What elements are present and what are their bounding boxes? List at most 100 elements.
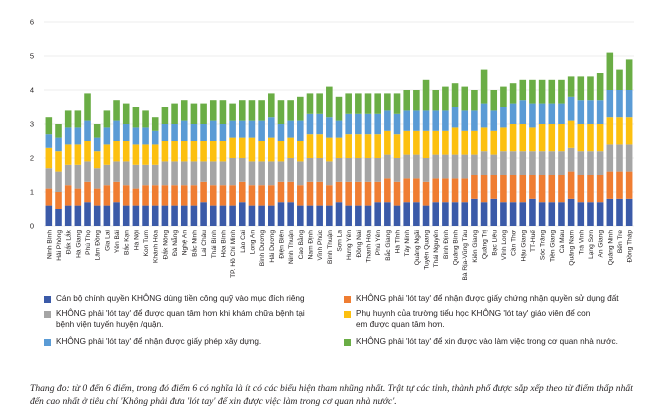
bar-segment-4	[625, 117, 633, 145]
bar-segment-3	[297, 161, 304, 186]
bar-segment-4	[480, 127, 488, 152]
bar-segment-1	[113, 202, 120, 226]
x-tick-label: Thái Bình	[211, 230, 218, 259]
bar-segment-3	[84, 161, 91, 182]
bar-segment-4	[45, 147, 53, 169]
legend-item-4: Phụ huynh của trường tiểu học KHÔNG 'lót…	[344, 309, 594, 330]
bar-segment-1	[577, 202, 585, 226]
bar-segment-1	[374, 202, 381, 226]
bar-segment-2	[268, 185, 275, 206]
bar-segment-4	[161, 141, 169, 162]
bar-segment-4	[451, 127, 459, 155]
x-tick-label: Điện Biên	[278, 230, 285, 259]
bar-segment-3	[432, 154, 440, 179]
bar-segment-2	[132, 188, 140, 206]
bar-segment-3	[374, 158, 381, 182]
bar-segment-6	[326, 86, 333, 118]
bar-segment-1	[519, 202, 527, 226]
bar-segment-3	[519, 151, 527, 175]
x-tick-label: Hải Phòng	[56, 230, 63, 261]
bar-segment-1	[471, 198, 478, 226]
x-tick-label: Hà Tĩnh	[395, 230, 402, 254]
bar-segment-6	[277, 100, 285, 124]
bar-segment-4	[258, 141, 265, 162]
bar-segment-3	[248, 161, 256, 186]
bar-segment-4	[519, 124, 527, 152]
bar-segment-5	[335, 120, 343, 138]
bar-segment-4	[122, 141, 130, 162]
bar-segment-2	[316, 181, 323, 206]
bar-segment-5	[384, 110, 391, 131]
bar-segment-3	[335, 158, 343, 182]
legend-item-1: Cán bộ chính quyền KHÔNG dùng tiền công …	[44, 294, 334, 305]
y-tick-label: 5	[30, 52, 34, 61]
bar-segment-5	[538, 103, 546, 124]
bar-segment-6	[587, 76, 594, 101]
bar-segment-5	[345, 113, 352, 135]
bar-segment-4	[190, 141, 198, 162]
bar-segment-3	[171, 161, 178, 186]
bar-segment-6	[577, 76, 585, 101]
bar-segment-1	[200, 202, 207, 226]
x-tick-label: Hà Nội	[133, 229, 140, 250]
bar-segment-3	[480, 151, 488, 175]
bar-segment-2	[209, 185, 217, 206]
bar-segment-3	[364, 158, 372, 182]
bar-segment-3	[529, 151, 536, 175]
bar-segment-2	[500, 175, 507, 203]
bar-segment-4	[84, 141, 91, 162]
bar-segment-2	[180, 185, 188, 206]
bar-segment-5	[229, 120, 236, 138]
bar-segment-4	[113, 141, 120, 162]
bar-segment-1	[490, 198, 498, 226]
bar-segment-3	[122, 161, 130, 186]
bar-segment-3	[345, 158, 352, 182]
bar-segment-2	[393, 181, 401, 206]
x-tick-label: Quảng Bình	[453, 230, 460, 266]
bar-segment-2	[122, 185, 130, 206]
bar-segment-3	[587, 151, 594, 175]
bar-segment-6	[345, 93, 352, 114]
bar-segment-4	[606, 117, 614, 145]
bar-segment-5	[393, 113, 401, 135]
x-tick-label: Phú Yên	[375, 230, 382, 256]
bar-segment-3	[200, 161, 207, 182]
bar-segment-3	[355, 158, 362, 182]
bar-segment-4	[490, 130, 498, 155]
bar-segment-2	[287, 181, 294, 203]
bar-segment-6	[55, 124, 62, 138]
bar-segment-1	[219, 205, 227, 226]
bar-segment-1	[442, 202, 449, 226]
bar-segment-2	[345, 181, 352, 206]
bar-segment-3	[509, 151, 517, 175]
bar-segment-1	[229, 205, 236, 226]
bar-segment-1	[345, 205, 352, 226]
bar-segment-6	[422, 79, 430, 111]
bar-segment-1	[548, 202, 556, 226]
bar-segment-1	[413, 202, 420, 226]
legend-item-6: KHÔNG phải 'lót tay' để xin được vào làm…	[344, 337, 644, 348]
bar-segment-5	[219, 124, 227, 141]
x-tick-label: Nghệ An	[182, 230, 189, 256]
bar-segment-5	[480, 103, 488, 128]
bar-segment-5	[422, 110, 430, 131]
x-tick-label: An Giang	[598, 230, 605, 258]
bar-segment-4	[461, 130, 469, 155]
bar-segment-4	[171, 141, 178, 162]
bar-segment-4	[268, 137, 275, 162]
legend-item-5: KHÔNG phải 'lót tay' để nhận được giấy p…	[44, 337, 334, 348]
bar-segment-3	[238, 158, 246, 182]
bar-segment-6	[451, 83, 459, 107]
x-tick-label: Đắk Lắk	[64, 229, 73, 254]
bar-segment-1	[209, 205, 217, 226]
bar-segment-1	[432, 202, 440, 226]
bar-segment-3	[190, 161, 198, 186]
bar-segment-6	[500, 86, 507, 107]
bar-segment-2	[625, 171, 633, 199]
bar-segment-1	[74, 205, 82, 226]
bar-segment-6	[190, 103, 198, 124]
bar-segment-2	[306, 181, 314, 206]
bar-segment-5	[432, 110, 440, 131]
bar-segment-4	[297, 141, 304, 162]
bar-segment-2	[151, 185, 159, 206]
